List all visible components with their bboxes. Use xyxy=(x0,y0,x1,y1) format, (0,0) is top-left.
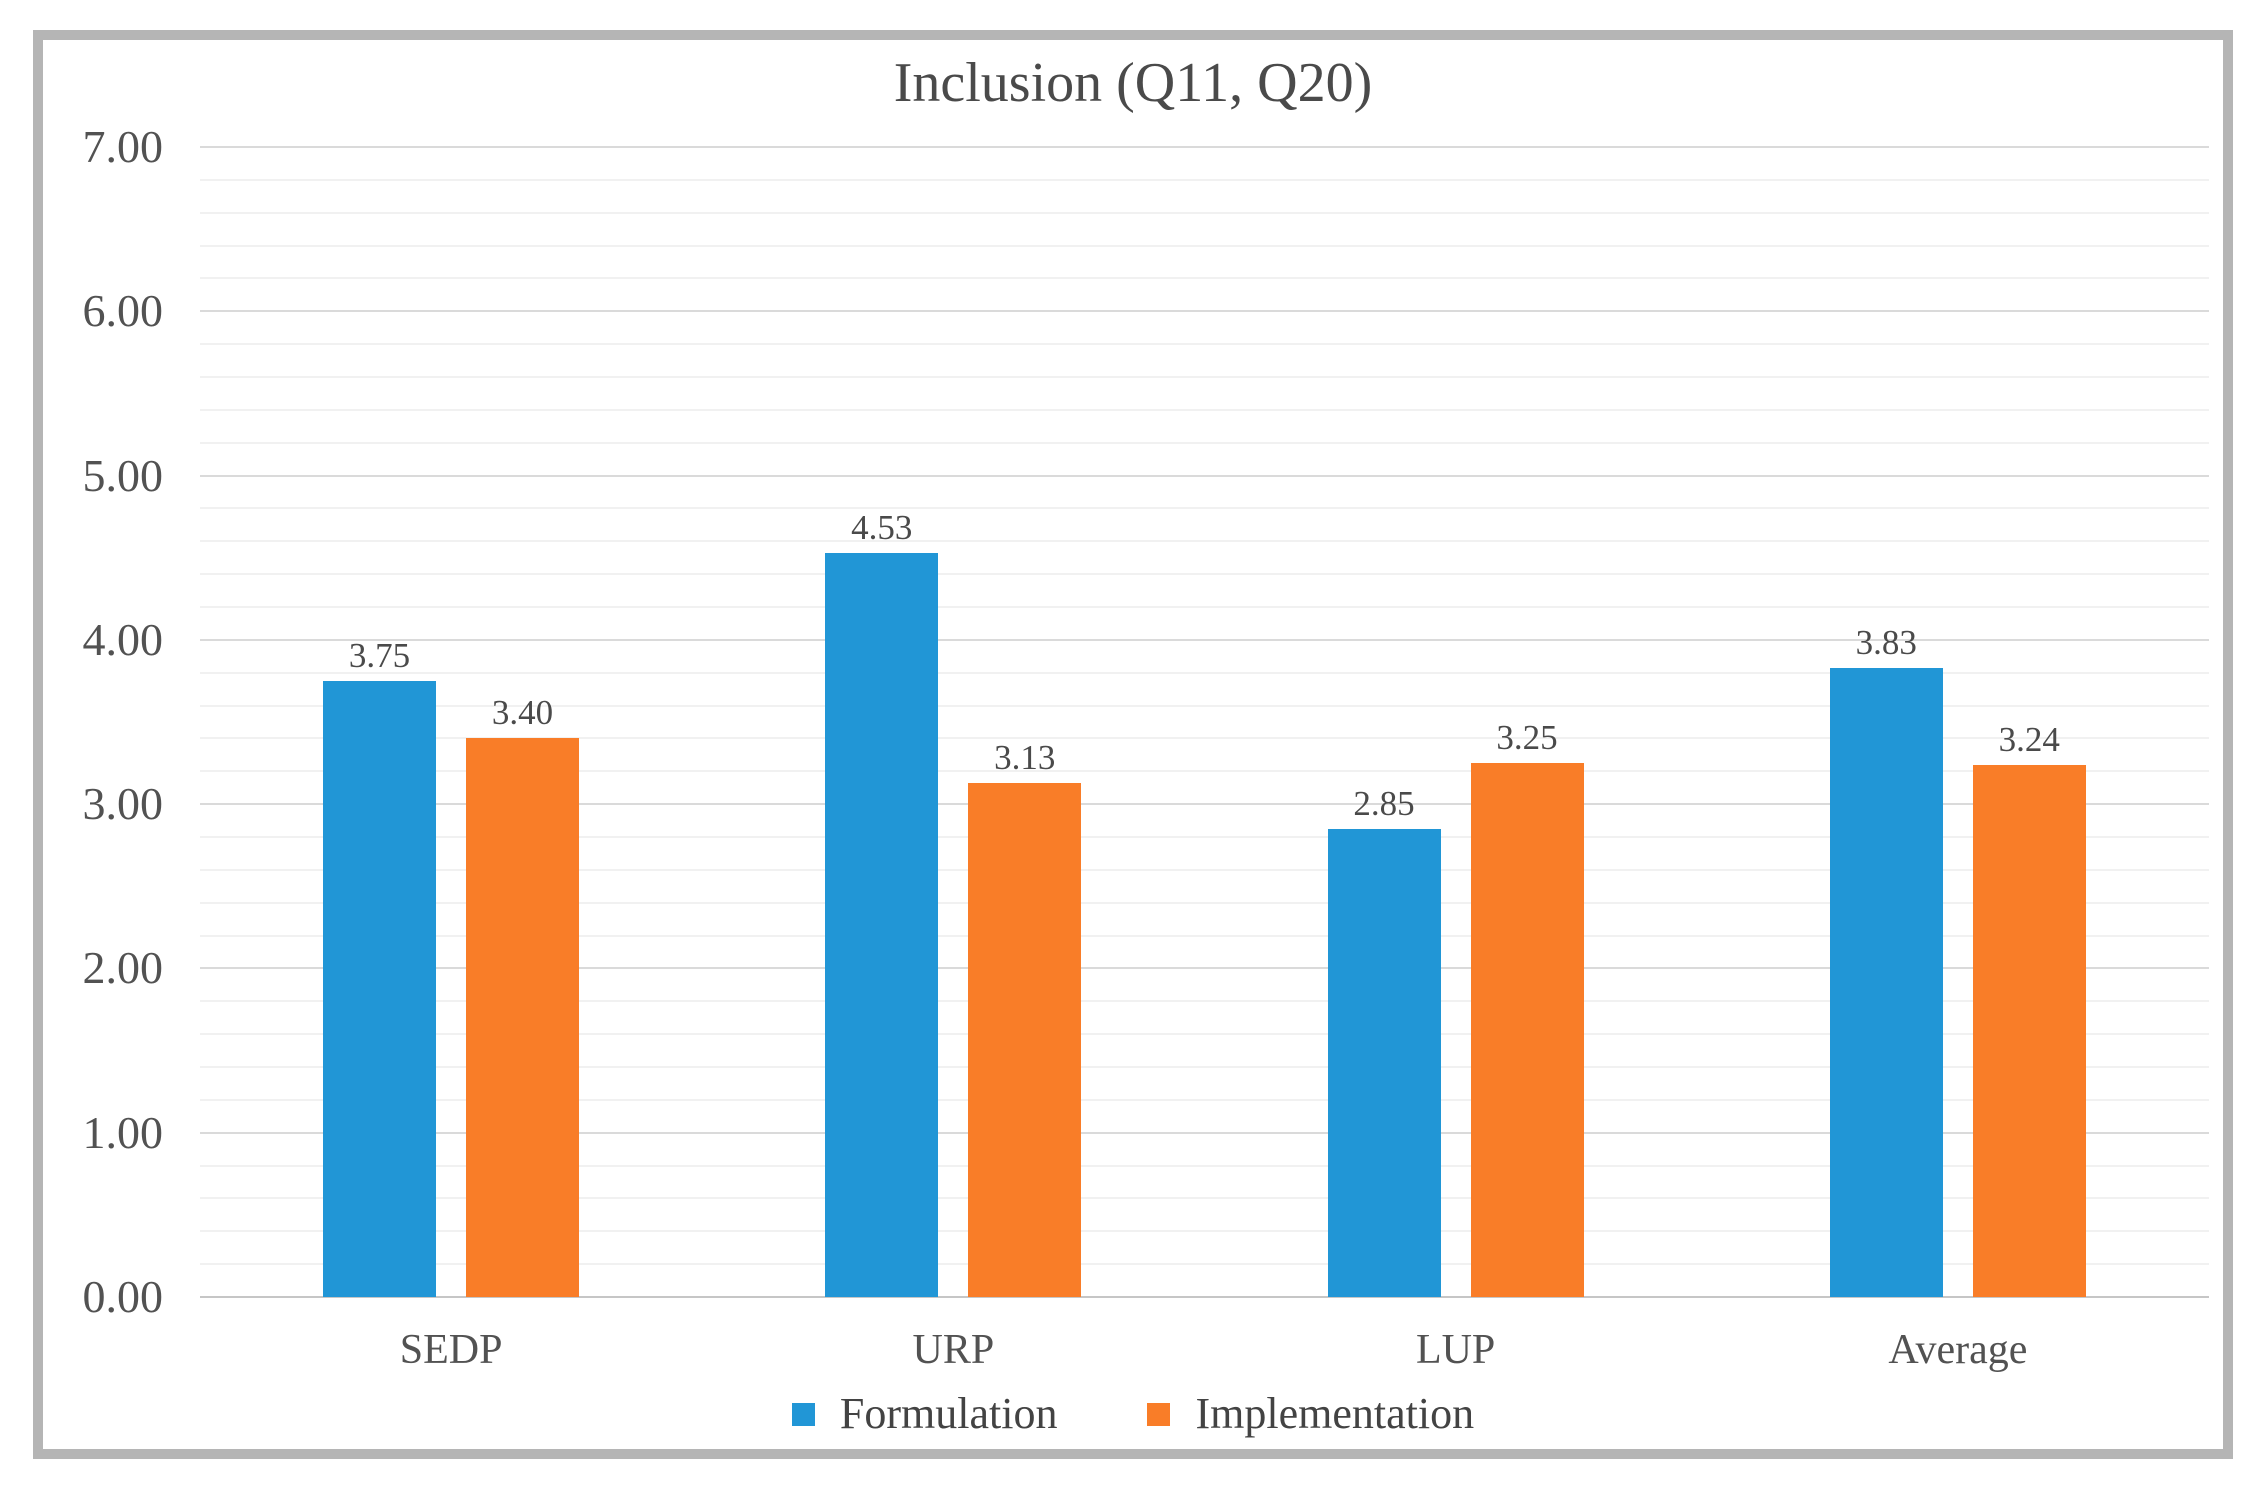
y-tick-label: 5.00 xyxy=(82,449,164,501)
category-label-urp: URP xyxy=(912,1327,995,1373)
data-label: 3.75 xyxy=(348,635,411,675)
minor-gridline xyxy=(200,573,2209,576)
legend-marker-icon xyxy=(1147,1402,1171,1426)
minor-gridline xyxy=(200,901,2209,904)
bar-formulation-sedp[interactable] xyxy=(323,680,436,1297)
minor-gridline xyxy=(200,507,2209,510)
minor-gridline xyxy=(200,540,2209,543)
legend: Formulation Implementation xyxy=(43,1392,2223,1436)
minor-gridline xyxy=(200,1000,2209,1003)
y-tick-label: 6.00 xyxy=(82,285,164,337)
minor-gridline xyxy=(200,211,2209,214)
data-label: 3.25 xyxy=(1496,718,1558,758)
bar-implementation-sedp[interactable] xyxy=(466,738,579,1297)
legend-label: Implementation xyxy=(1195,1389,1475,1438)
major-gridline xyxy=(200,310,2209,313)
minor-gridline xyxy=(200,178,2209,181)
minor-gridline xyxy=(200,868,2209,871)
y-tick-label: 4.00 xyxy=(82,613,164,665)
minor-gridline xyxy=(200,408,2209,411)
category-label-lup: LUP xyxy=(1415,1327,1496,1373)
minor-gridline xyxy=(200,1230,2209,1233)
minor-gridline xyxy=(200,1164,2209,1167)
data-label: 2.85 xyxy=(1353,783,1415,823)
data-label: 3.40 xyxy=(491,693,554,733)
minor-gridline xyxy=(200,1197,2209,1200)
minor-gridline xyxy=(200,441,2209,444)
y-tick-label: 2.00 xyxy=(82,942,164,994)
bar-formulation-urp[interactable] xyxy=(825,552,939,1297)
minor-gridline xyxy=(200,836,2209,838)
minor-gridline xyxy=(200,277,2209,280)
legend-label: Formulation xyxy=(839,1389,1058,1438)
minor-gridline xyxy=(200,671,2209,674)
category-label-sedp: SEDP xyxy=(399,1327,503,1373)
minor-gridline xyxy=(200,1263,2209,1266)
legend-marker-icon xyxy=(791,1402,815,1426)
bar-formulation-average[interactable] xyxy=(1829,667,1943,1297)
minor-gridline xyxy=(200,606,2209,608)
bar-implementation-lup[interactable] xyxy=(1470,763,1584,1297)
major-gridline xyxy=(200,967,2209,970)
bar-implementation-urp[interactable] xyxy=(968,782,1082,1297)
minor-gridline xyxy=(200,737,2209,740)
bar-formulation-lup[interactable] xyxy=(1327,828,1441,1297)
data-label: 3.24 xyxy=(1998,719,2060,759)
data-label: 3.13 xyxy=(994,737,1056,777)
bar-implementation-average[interactable] xyxy=(1972,764,2086,1297)
legend-entry-implementation[interactable]: Implementation xyxy=(1147,1392,1474,1436)
x-axis-line xyxy=(200,1296,2209,1298)
data-label: 4.53 xyxy=(851,507,913,547)
y-tick-label: 7.00 xyxy=(82,121,164,172)
minor-gridline xyxy=(200,934,2209,937)
chart-frame: Inclusion (Q11, Q20) 3.75 4.53 2.85 3.83 3.4… xyxy=(33,30,2233,1459)
category-label-average: Average xyxy=(1888,1327,2028,1373)
major-gridline xyxy=(200,638,2209,641)
major-gridline xyxy=(200,803,2209,806)
minor-gridline xyxy=(200,770,2209,773)
plot-area: 3.75 4.53 2.85 3.83 3.40 3.13 3.25 3.24 xyxy=(200,146,2209,1298)
chart-title: Inclusion (Q11, Q20) xyxy=(893,52,1373,114)
y-tick-label: 1.00 xyxy=(82,1106,164,1158)
major-gridline xyxy=(200,146,2209,148)
major-gridline xyxy=(200,1131,2209,1134)
data-label: 3.83 xyxy=(1855,622,1917,662)
y-tick-label: 0.00 xyxy=(82,1271,164,1322)
y-tick-label: 3.00 xyxy=(82,778,164,830)
legend-entry-formulation[interactable]: Formulation xyxy=(791,1389,1058,1438)
minor-gridline xyxy=(200,1066,2209,1068)
minor-gridline xyxy=(200,376,2209,378)
major-gridline xyxy=(200,474,2209,477)
minor-gridline xyxy=(200,343,2209,346)
minor-gridline xyxy=(200,244,2209,247)
minor-gridline xyxy=(200,1033,2209,1036)
minor-gridline xyxy=(200,1098,2209,1101)
minor-gridline xyxy=(200,704,2209,707)
